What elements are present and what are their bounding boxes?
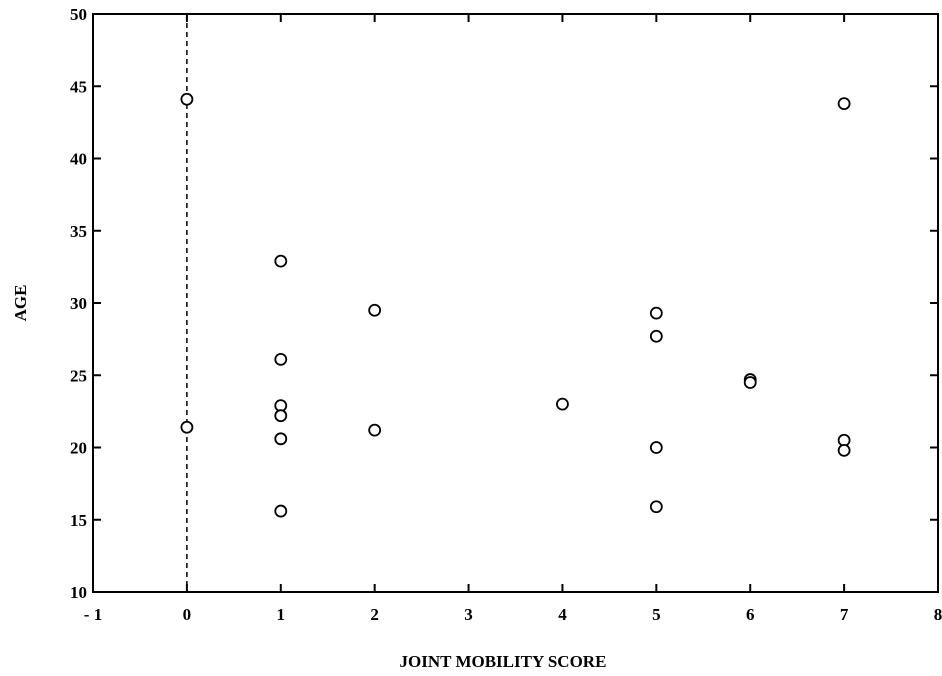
y-tick-label: 20 (70, 439, 87, 458)
data-point (274, 504, 288, 518)
y-axis-ticks: 10 15 20 25 30 35 40 45 50 (70, 5, 938, 602)
data-point (649, 306, 663, 320)
data-point (180, 420, 194, 434)
y-tick-label: 25 (70, 366, 87, 385)
data-point (649, 500, 663, 514)
x-axis-ticks: - 1 0 1 2 3 4 5 6 7 8 (84, 14, 942, 624)
data-point (649, 441, 663, 454)
data-point (274, 254, 288, 268)
plot-frame (92, 13, 939, 593)
data-point (274, 409, 288, 423)
y-tick-label: 50 (70, 5, 87, 24)
x-tick-label: 4 (558, 605, 567, 624)
y-tick-label: 45 (70, 77, 87, 96)
y-tick-label: 10 (70, 583, 87, 602)
x-tick-label: - 1 (84, 605, 102, 624)
y-tick-label: 15 (70, 511, 87, 530)
y-axis-title: AGE (11, 285, 30, 322)
data-point (837, 97, 851, 110)
data-point (180, 92, 194, 106)
y-tick-label: 30 (70, 294, 87, 313)
x-tick-label: 3 (464, 605, 473, 624)
x-tick-label: 6 (746, 605, 755, 624)
data-point (649, 329, 663, 343)
data-point (837, 443, 851, 457)
data-point (368, 423, 382, 437)
data-points (180, 92, 851, 518)
y-tick-label: 35 (70, 222, 87, 241)
data-point (274, 352, 288, 366)
data-point (743, 376, 757, 389)
x-axis-title: JOINT MOBILITY SCORE (400, 652, 607, 671)
x-tick-label: 1 (277, 605, 286, 624)
data-point (368, 303, 382, 317)
data-point (556, 397, 569, 411)
x-tick-label: 7 (840, 605, 849, 624)
x-tick-label: 0 (183, 605, 192, 624)
data-point (274, 432, 288, 446)
y-tick-label: 40 (70, 150, 87, 169)
x-tick-label: 8 (934, 605, 942, 624)
x-tick-label: 2 (370, 605, 379, 624)
x-tick-label: 5 (652, 605, 661, 624)
